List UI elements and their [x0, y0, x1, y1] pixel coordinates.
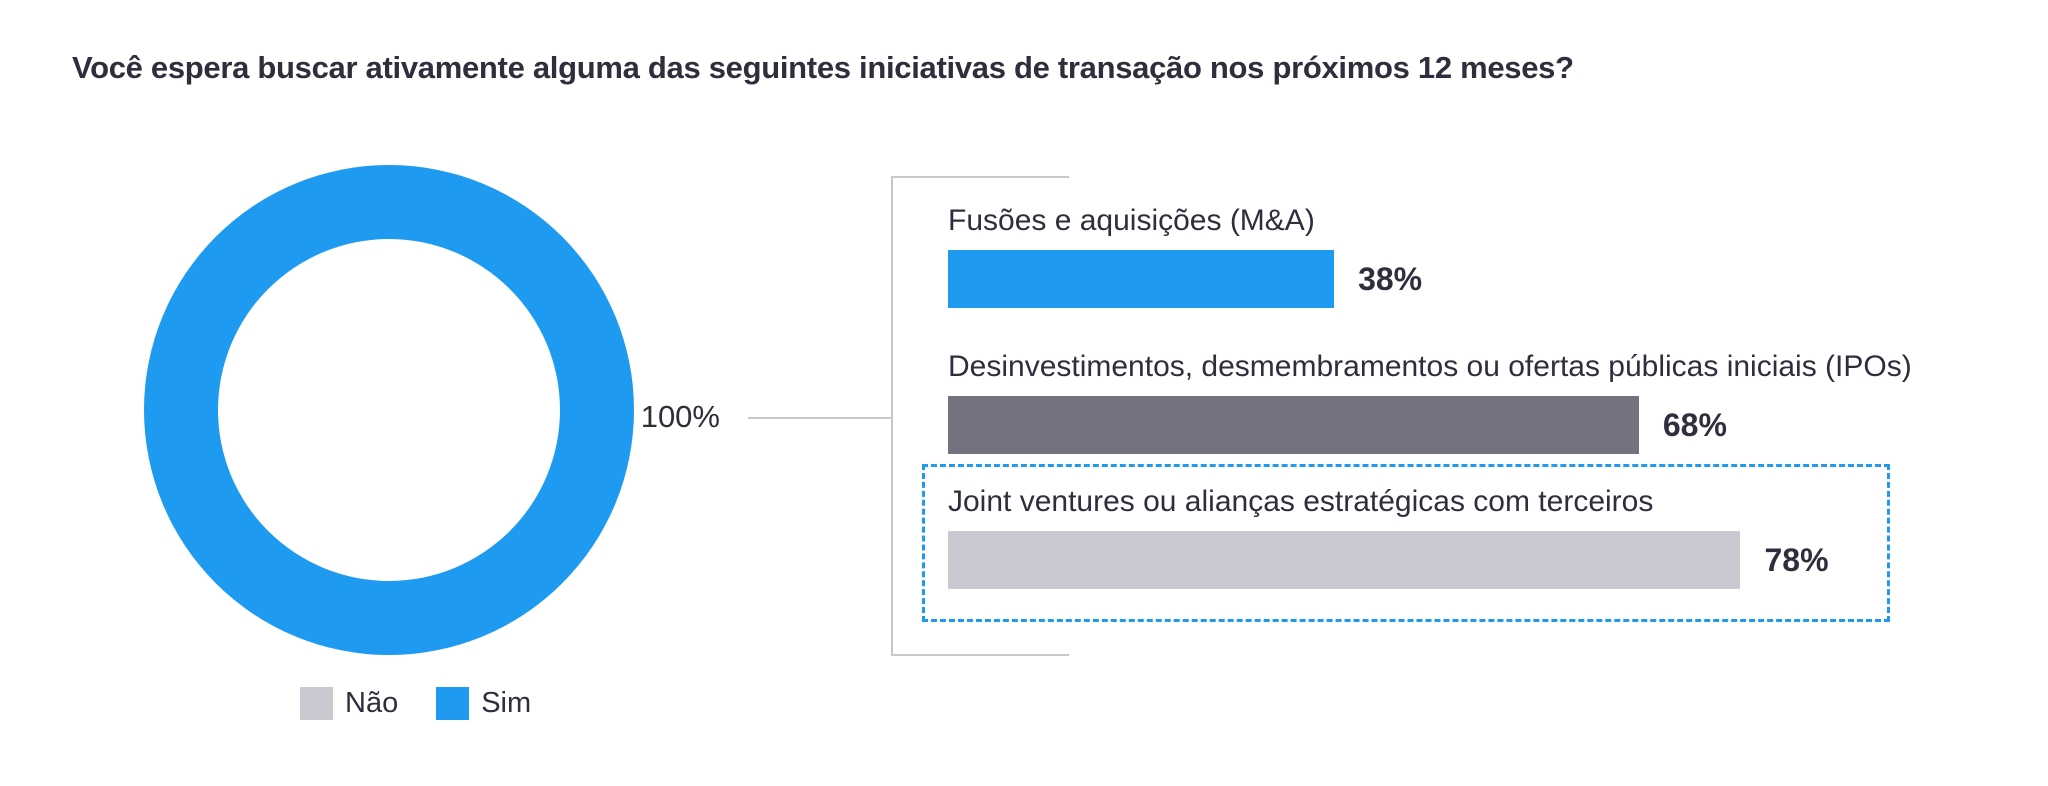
- highlight-dashed-box: [922, 464, 1890, 622]
- bar-row-joint-ventures: Joint ventures ou alianças estratégicas …: [948, 485, 1829, 589]
- legend: Não Sim: [300, 687, 531, 720]
- connector-line: [748, 417, 892, 419]
- bar-value: 68%: [1662, 406, 1727, 443]
- bracket-vertical-line: [891, 176, 893, 656]
- bracket-bottom-line: [891, 654, 1069, 656]
- bar-value: 38%: [1358, 260, 1423, 297]
- legend-label-sim: Sim: [481, 687, 532, 719]
- bar-row-divestments-ipos: Desinvestimentos, desmembramentos ou ofe…: [948, 350, 1912, 454]
- bar-mna: [948, 250, 1335, 308]
- bar-value: 78%: [1764, 541, 1829, 578]
- bar-track: 38%: [948, 250, 1422, 308]
- legend-swatch-sim: [436, 687, 470, 720]
- legend-item-nao: Não: [300, 687, 398, 720]
- bar-label: Fusões e aquisições (M&A): [948, 204, 1315, 237]
- bracket-top-line: [891, 176, 1069, 178]
- bar-track: 68%: [948, 396, 1912, 454]
- donut-chart: [144, 165, 634, 655]
- legend-label-nao: Não: [345, 687, 399, 719]
- bar-joint-ventures: [948, 531, 1741, 589]
- bar-label: Desinvestimentos, desmembramentos ou ofe…: [948, 350, 1912, 383]
- bar-divestments-ipos: [948, 396, 1639, 454]
- legend-swatch-nao: [300, 687, 333, 720]
- donut-hole: [218, 239, 560, 581]
- donut-percent-label: 100%: [640, 399, 720, 434]
- legend-item-sim: Sim: [436, 687, 531, 720]
- bar-label: Joint ventures ou alianças estratégicas …: [948, 485, 1654, 518]
- bar-track: 78%: [948, 531, 1829, 589]
- page-title: Você espera buscar ativamente alguma das…: [72, 50, 1574, 85]
- bar-row-mna: Fusões e aquisições (M&A) 38%: [948, 204, 1422, 308]
